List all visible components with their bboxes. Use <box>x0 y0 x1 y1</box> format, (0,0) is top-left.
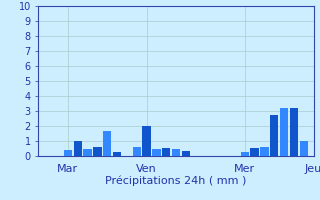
Bar <box>64 150 72 156</box>
Bar <box>142 126 151 156</box>
Bar <box>103 130 111 156</box>
Bar <box>74 141 82 156</box>
Bar <box>152 148 161 156</box>
Bar <box>113 152 121 156</box>
Bar <box>93 147 101 156</box>
Bar <box>260 147 268 156</box>
Bar <box>290 108 298 156</box>
Bar <box>172 149 180 156</box>
Bar <box>280 108 288 156</box>
Bar <box>300 141 308 156</box>
Bar <box>241 152 249 156</box>
Bar <box>162 148 170 156</box>
Bar <box>84 148 92 156</box>
Bar <box>270 115 278 156</box>
Bar <box>251 148 259 156</box>
X-axis label: Précipitations 24h ( mm ): Précipitations 24h ( mm ) <box>105 175 247 186</box>
Bar <box>132 147 141 156</box>
Bar <box>182 151 190 156</box>
